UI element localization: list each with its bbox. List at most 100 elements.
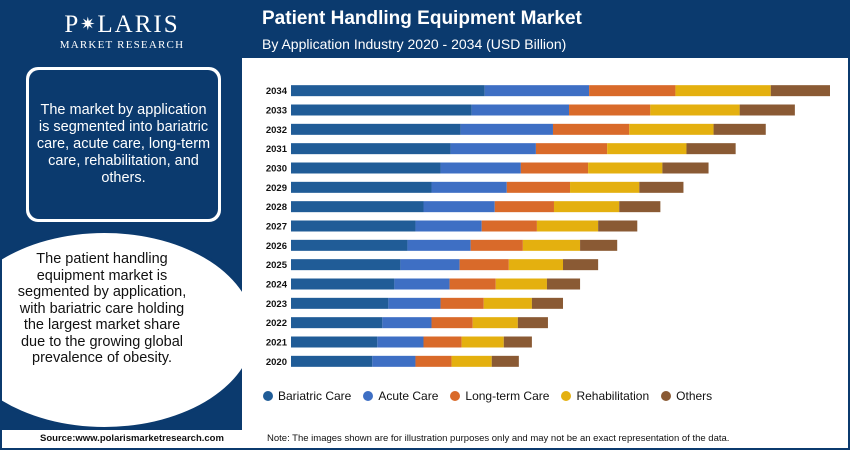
bar-segment-bariatric-care-2034 (291, 85, 485, 97)
brand-name-left: P (64, 11, 81, 38)
bar-segment-acute-care-2024 (394, 278, 450, 290)
bar-segment-acute-care-2033 (471, 104, 570, 116)
bar-segment-bariatric-care-2024 (291, 278, 395, 290)
footer-bar: Source:www.polarismarketresearch.com Not… (2, 430, 848, 448)
bar-segment-long-term-care-2023 (440, 297, 484, 309)
legend-label: Acute Care (378, 389, 439, 403)
bar-segment-bariatric-care-2029 (291, 181, 432, 193)
legend-item-others: Others (661, 389, 712, 403)
bar-segment-others-2030 (662, 162, 709, 174)
chart-title: Patient Handling Equipment Market (262, 8, 582, 29)
bar-segment-rehabilitation-2021 (461, 336, 504, 348)
bar-segment-bariatric-care-2028 (291, 201, 424, 213)
source-text: Source:www.polarismarketresearch.com (40, 433, 224, 444)
chart-header: Patient Handling Equipment Market By App… (242, 2, 848, 58)
legend-swatch (450, 391, 461, 401)
summary-circle: The patient handling equipment market is… (2, 230, 242, 430)
bar-segment-others-2025 (563, 259, 599, 271)
brand-name: P✷LARIS (2, 10, 242, 39)
year-tick-label: 2033 (266, 106, 287, 117)
bar-segment-bariatric-care-2030 (291, 162, 441, 174)
year-tick-label: 2032 (266, 125, 287, 136)
legend-label: Bariatric Care (278, 389, 352, 403)
bar-segment-others-2034 (770, 85, 830, 97)
brand-logo: P✷LARIS MARKET RESEARCH (2, 10, 242, 52)
bar-segment-others-2026 (580, 239, 618, 251)
legend-item-rehabilitation: Rehabilitation (561, 389, 649, 403)
bar-segment-acute-care-2027 (415, 220, 482, 232)
year-tick-label: 2025 (266, 260, 288, 271)
bar-segment-others-2031 (686, 143, 736, 155)
bar-segment-acute-care-2029 (431, 181, 507, 193)
bar-segment-others-2022 (517, 317, 548, 329)
year-tick-label: 2030 (266, 164, 287, 175)
year-tick-label: 2023 (266, 299, 287, 310)
bar-segment-rehabilitation-2026 (522, 239, 581, 251)
bar-segment-acute-care-2034 (484, 85, 590, 97)
bar-segment-bariatric-care-2025 (291, 259, 401, 271)
year-tick-label: 2021 (266, 338, 288, 349)
brand-tagline: MARKET RESEARCH (59, 39, 185, 51)
compass-star-icon: ✷ (80, 14, 98, 34)
bar-segment-long-term-care-2025 (459, 259, 509, 271)
year-tick-label: 2029 (266, 183, 287, 194)
disclaimer-note: Note: The images shown are for illustrat… (267, 433, 730, 444)
bar-segment-long-term-care-2028 (494, 201, 554, 213)
bar-segment-acute-care-2028 (423, 201, 495, 213)
bar-segment-long-term-care-2027 (481, 220, 537, 232)
bar-segment-others-2027 (598, 220, 638, 232)
bar-segment-others-2024 (546, 278, 581, 290)
bar-segment-rehabilitation-2034 (675, 85, 771, 97)
bar-segment-acute-care-2030 (440, 162, 521, 174)
bar-segment-acute-care-2023 (388, 297, 441, 309)
legend-swatch (263, 391, 273, 401)
bar-segment-long-term-care-2021 (423, 336, 462, 348)
info-box: The market by application is segmented i… (29, 70, 218, 219)
bar-segment-long-term-care-2024 (449, 278, 496, 290)
legend-swatch (561, 391, 572, 401)
bar-segment-rehabilitation-2022 (472, 317, 518, 329)
bar-segment-others-2023 (531, 297, 564, 309)
bar-segment-bariatric-care-2027 (291, 220, 416, 232)
legend-swatch (661, 391, 672, 401)
chart-legend: Bariatric Care Acute Care Long-term Care Re… (263, 389, 724, 403)
bar-segment-others-2020 (491, 355, 519, 367)
bar-segment-rehabilitation-2025 (508, 259, 564, 271)
legend-label: Rehabilitation (576, 389, 650, 403)
bar-segment-others-2029 (639, 181, 684, 193)
bar-segment-long-term-care-2020 (415, 355, 452, 367)
stacked-bar-chart: 2034 2033 2032 2031 2030 2029 2028 2027 2026 2025… (266, 85, 830, 368)
bar-segment-rehabilitation-2027 (536, 220, 599, 232)
bar-segment-others-2032 (713, 123, 766, 135)
bar-segment-rehabilitation-2032 (629, 123, 714, 135)
legend-item-bariatric-care: Bariatric Care (263, 389, 351, 403)
chart-subtitle: By Application Industry 2020 - 2034 (USD… (262, 36, 567, 52)
legend-item-acute-care: Acute Care (363, 389, 438, 403)
bar-segment-rehabilitation-2030 (588, 162, 663, 174)
legend-swatch (363, 391, 374, 401)
year-tick-label: 2020 (266, 357, 287, 368)
summary-circle-text: The patient handling equipment market is… (17, 251, 187, 366)
bar-segment-acute-care-2026 (407, 239, 471, 251)
bar-segment-long-term-care-2031 (535, 143, 608, 155)
bar-segment-others-2028 (619, 201, 661, 213)
bar-segment-bariatric-care-2022 (291, 317, 383, 329)
bar-segment-bariatric-care-2031 (291, 143, 451, 155)
bar-segment-others-2021 (503, 336, 532, 348)
info-box-text: The market by application is segmented i… (36, 102, 211, 186)
bar-segment-long-term-care-2029 (506, 181, 571, 193)
bar-segment-long-term-care-2034 (589, 85, 676, 97)
bar-segment-acute-care-2025 (400, 259, 460, 271)
year-tick-label: 2027 (266, 222, 287, 233)
year-tick-label: 2031 (266, 144, 288, 155)
bar-segment-rehabilitation-2023 (483, 297, 532, 309)
year-tick-label: 2022 (266, 318, 287, 329)
legend-label: Others (676, 389, 713, 403)
brand-name-right: LARIS (97, 11, 180, 38)
bar-segment-long-term-care-2030 (520, 162, 589, 174)
bar-segment-acute-care-2031 (450, 143, 536, 155)
bar-segment-acute-care-2022 (382, 317, 432, 329)
bar-segment-long-term-care-2026 (470, 239, 523, 251)
year-tick-label: 2026 (266, 241, 287, 252)
